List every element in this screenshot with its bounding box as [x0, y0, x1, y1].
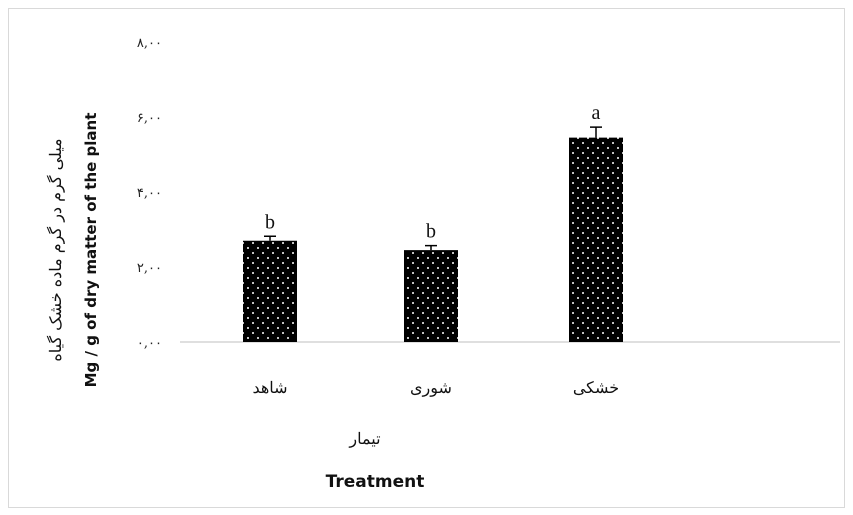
y-tick-label: ۸,۰۰	[137, 36, 162, 51]
significance-letter: a	[592, 102, 601, 124]
error-bars	[264, 126, 602, 251]
y-tick-label: ۴,۰۰	[137, 186, 162, 201]
bar	[569, 137, 623, 342]
x-axis-title-fa: تیمار	[348, 429, 380, 448]
significance-letter: b	[265, 211, 275, 233]
bar	[404, 250, 458, 342]
x-axis-title-en: Treatment	[326, 472, 425, 492]
category-label: شوری	[410, 378, 452, 397]
chart-frame	[8, 8, 845, 508]
bar	[243, 240, 297, 342]
significance-letter: b	[426, 221, 436, 243]
y-tick-label: ۰,۰۰	[137, 336, 162, 351]
category-label: شاهد	[252, 378, 287, 397]
y-axis-title-fa: میلی گرم در گرم ماده خشک گیاه	[46, 138, 65, 361]
y-tick-label: ۶,۰۰	[137, 111, 162, 126]
category-label: خشکی	[573, 378, 619, 397]
y-tick-label: ۲,۰۰	[137, 261, 162, 276]
bars	[243, 137, 623, 342]
category-labels: شاهد شوری خشکی	[252, 378, 619, 397]
y-axis-title-en: Mg / g of dry matter of the plant	[82, 113, 100, 388]
y-tick-labels: ۰,۰۰ ۲,۰۰ ۴,۰۰ ۶,۰۰ ۸,۰۰	[137, 36, 162, 351]
significance-labels: b b a	[265, 102, 601, 243]
